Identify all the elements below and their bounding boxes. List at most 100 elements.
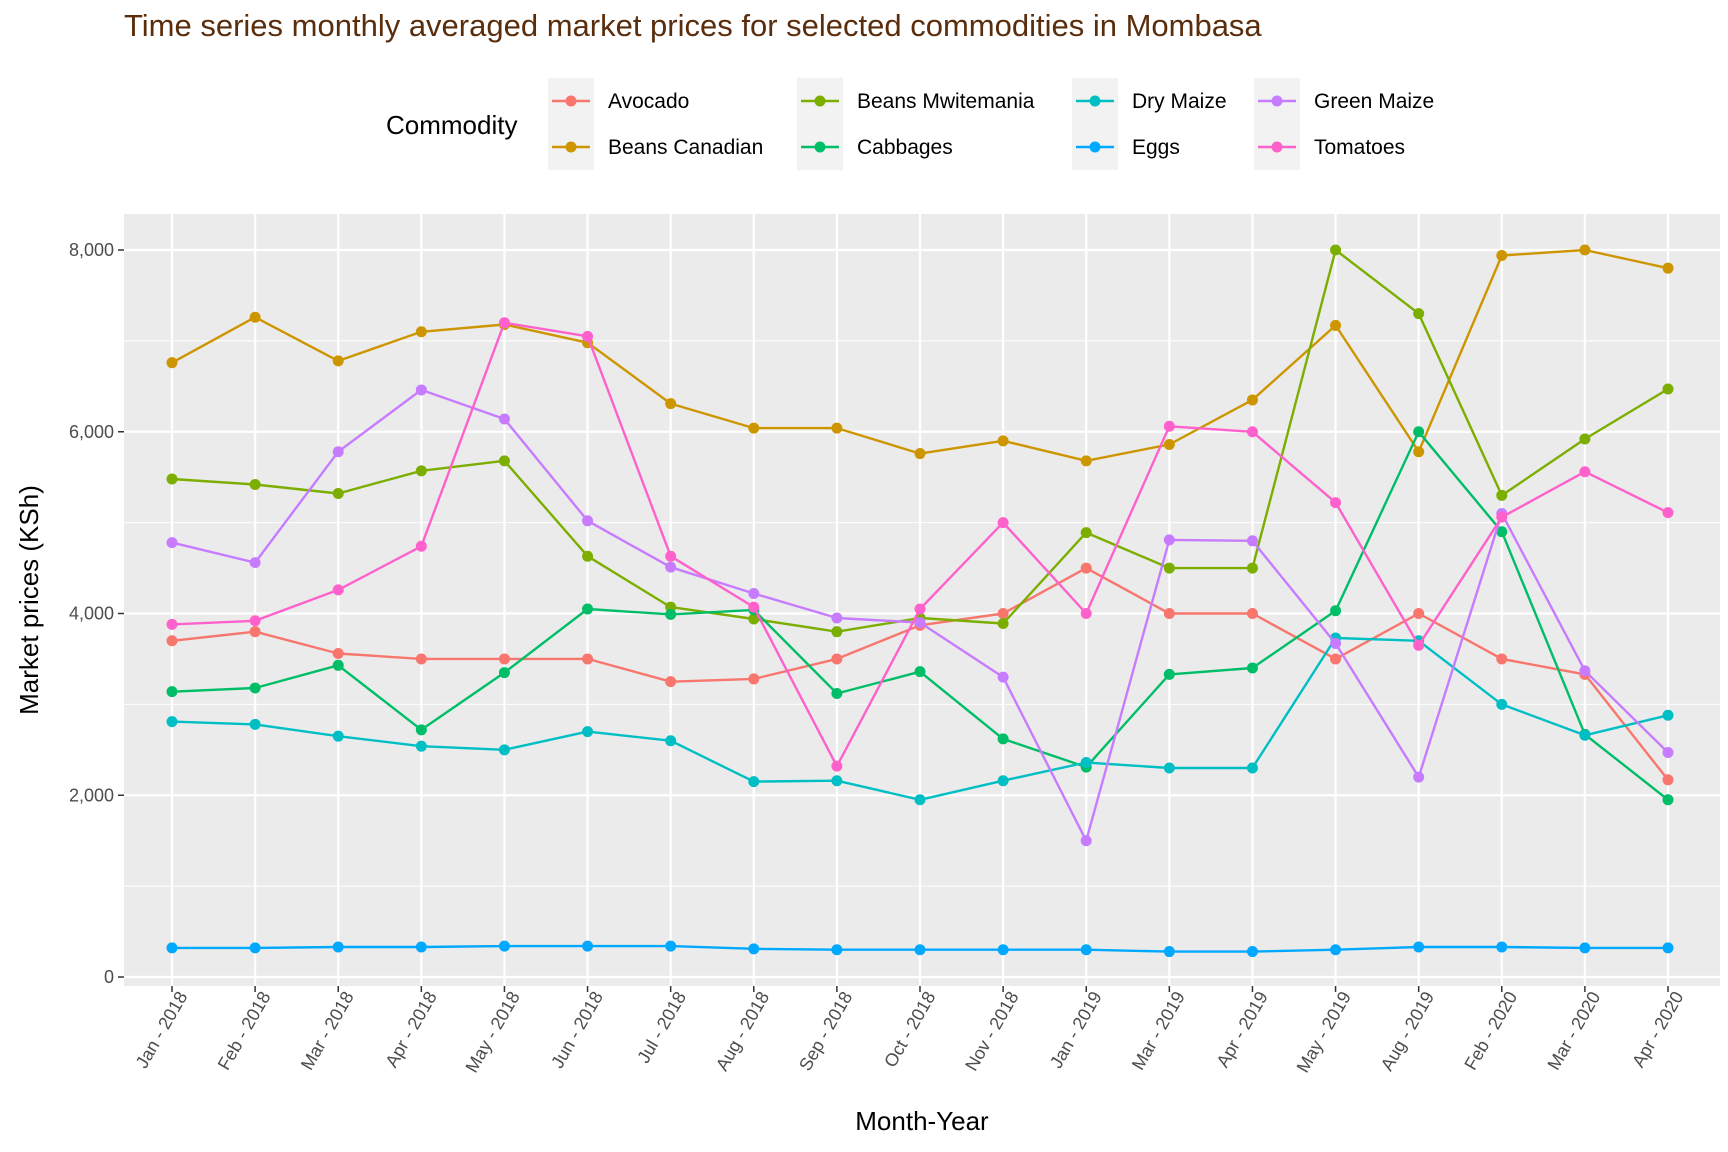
legend-key-point [565, 95, 577, 107]
data-point [1662, 507, 1674, 519]
data-point [831, 760, 843, 772]
data-point [1579, 244, 1591, 256]
data-point [1330, 319, 1342, 331]
y-axis-title: Market prices (KSh) [14, 485, 44, 715]
data-point [1246, 762, 1258, 774]
data-point [1163, 438, 1175, 450]
data-point [332, 941, 344, 953]
data-point [1246, 562, 1258, 574]
data-point [1662, 774, 1674, 786]
data-point [332, 355, 344, 367]
data-point [1330, 653, 1342, 665]
data-point [582, 653, 594, 665]
data-point [1246, 394, 1258, 406]
data-point [997, 733, 1009, 745]
data-point [1662, 383, 1674, 395]
legend-key-point [814, 95, 826, 107]
data-point [831, 775, 843, 787]
data-point [415, 740, 427, 752]
data-point [582, 940, 594, 952]
x-tick-label: Aug - 2018 [712, 988, 773, 1074]
data-point [1163, 562, 1175, 574]
x-tick-label: Apr - 2019 [1213, 988, 1272, 1071]
x-tick-label: Aug - 2019 [1377, 988, 1438, 1074]
data-point [415, 724, 427, 736]
data-point [1579, 665, 1591, 677]
data-point [166, 537, 178, 549]
data-point [498, 413, 510, 425]
data-point [665, 608, 677, 620]
data-point [831, 944, 843, 956]
data-point [1496, 941, 1508, 953]
data-point [1662, 262, 1674, 274]
data-point [415, 653, 427, 665]
data-point [498, 940, 510, 952]
data-point [831, 653, 843, 665]
data-point [415, 326, 427, 338]
data-point [1496, 249, 1508, 261]
chart-title: Time series monthly averaged market pric… [124, 8, 1262, 43]
x-tick-label: Mar - 2019 [1128, 988, 1189, 1073]
data-point [997, 608, 1009, 619]
x-tick-label: Nov - 2018 [961, 988, 1022, 1074]
data-point [997, 775, 1009, 787]
legend-title: Commodity [386, 110, 517, 140]
data-point [1579, 433, 1591, 445]
x-tick-label: May - 2018 [462, 988, 524, 1076]
data-point [166, 635, 178, 647]
data-point [166, 716, 178, 728]
data-point [415, 384, 427, 396]
data-point [166, 618, 178, 630]
x-axis-title: Month-Year [855, 1106, 989, 1136]
legend-key-point [1271, 141, 1283, 153]
data-point [1080, 757, 1092, 769]
legend-item: Beans Canadian [548, 124, 763, 170]
data-point [166, 942, 178, 954]
data-point [1579, 942, 1591, 954]
x-tick-label: Sep - 2018 [795, 988, 856, 1074]
legend-item: Dry Maize [1072, 78, 1227, 124]
data-point [166, 686, 178, 698]
x-tick-label: Jul - 2018 [633, 988, 690, 1066]
data-point [249, 615, 261, 627]
data-point [1246, 662, 1258, 674]
data-point [332, 446, 344, 458]
legend-label: Eggs [1132, 136, 1180, 159]
series-eggs [166, 940, 1674, 958]
data-point [498, 455, 510, 467]
data-point [665, 561, 677, 573]
data-point [914, 603, 926, 615]
data-point [582, 550, 594, 562]
data-point [1413, 941, 1425, 953]
data-point [748, 943, 760, 955]
data-point [1080, 608, 1092, 619]
data-point [1330, 637, 1342, 649]
data-point [997, 671, 1009, 683]
data-point [249, 311, 261, 323]
data-point [1413, 639, 1425, 651]
data-point [166, 357, 178, 369]
data-point [1330, 944, 1342, 956]
data-point [1662, 709, 1674, 721]
legend-key-point [1089, 141, 1101, 153]
data-point [1662, 747, 1674, 759]
legend-label: Avocado [608, 90, 689, 113]
legend-key-point [1271, 95, 1283, 107]
data-point [332, 659, 344, 671]
data-point [332, 730, 344, 742]
data-point [582, 330, 594, 342]
x-tick-label: Apr - 2018 [381, 988, 440, 1071]
series-tomatoes [166, 317, 1674, 772]
data-point [1330, 497, 1342, 509]
legend-label: Dry Maize [1132, 90, 1227, 113]
data-point [665, 398, 677, 410]
data-point [1413, 608, 1425, 619]
data-point [831, 422, 843, 434]
data-point [498, 667, 510, 679]
data-point [332, 488, 344, 500]
legend-item: Eggs [1072, 124, 1180, 170]
data-point [249, 942, 261, 954]
data-point [831, 626, 843, 638]
data-point [415, 941, 427, 953]
